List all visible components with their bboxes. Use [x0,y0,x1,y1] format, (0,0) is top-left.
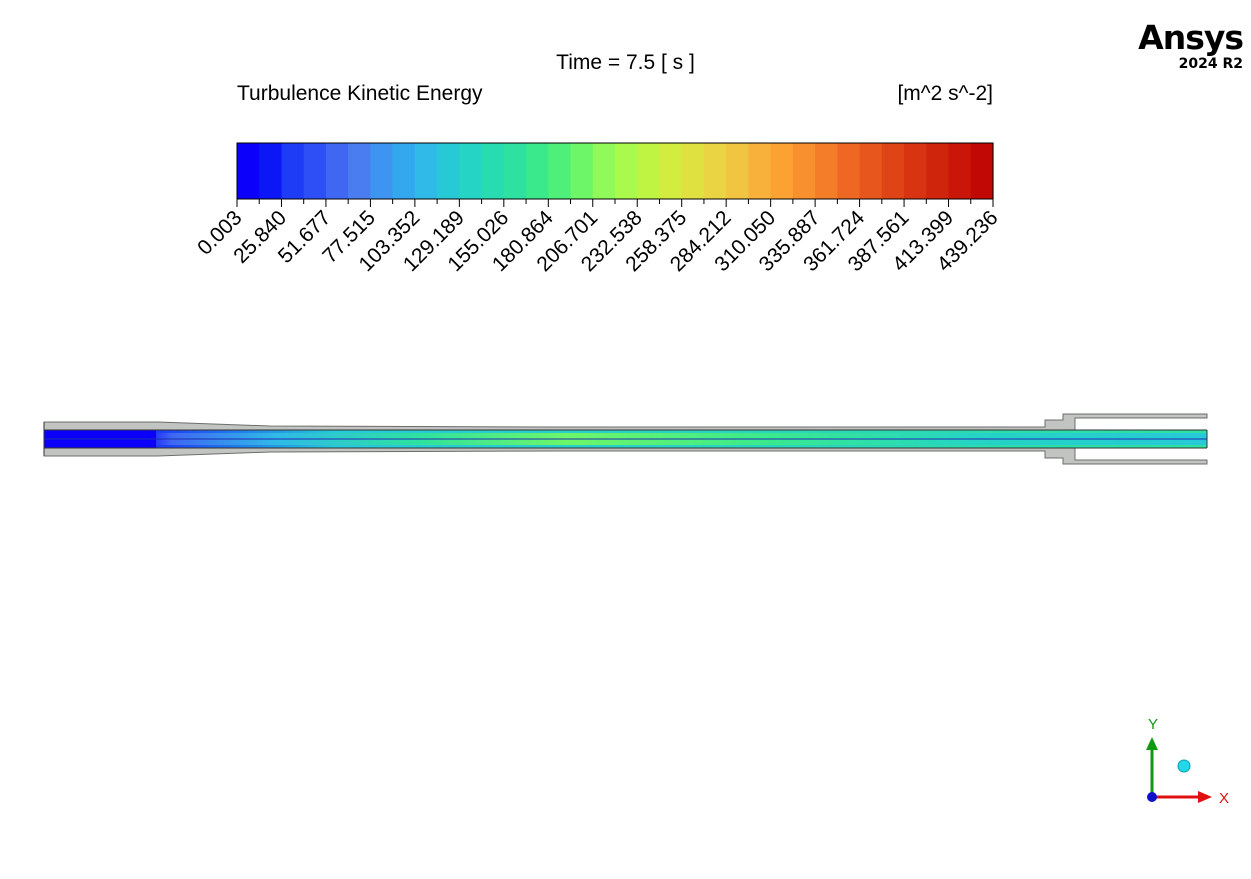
legend-band [503,143,527,199]
legend-band [637,143,661,199]
legend-ticks: 0.00325.84051.67777.515103.352129.189155… [193,199,1003,276]
legend-band [414,143,438,199]
legend-band [837,143,861,199]
legend-band [859,143,883,199]
legend-band [303,143,327,199]
legend-band [325,143,349,199]
legend-band [526,143,549,199]
units-label: [m^2 s^-2] [897,82,993,105]
color-legend: 0.00325.84051.67777.515103.352129.189155… [193,142,1003,276]
legend-band [726,143,750,199]
flow-channel-lower [44,430,1207,448]
legend-band [437,143,460,199]
legend-band [881,143,905,199]
x-axis-label: X [1219,790,1229,807]
legend-band [948,143,972,199]
legend-band [792,143,816,199]
legend-band [770,143,794,199]
pipe-geometry-outer [43,413,1208,465]
legend-band [659,143,683,199]
legend-band [748,143,772,199]
legend-band [970,143,994,199]
y-axis-arrowhead [1146,737,1158,750]
legend-band [615,143,638,199]
legend-band [681,143,705,199]
logo-version: 2024 R2 [1178,56,1243,72]
flow-channel-core [44,433,1207,445]
legend-band [592,143,616,199]
legend-band [237,143,260,199]
legend-band [281,143,305,199]
legend-band [481,143,505,199]
legend-band [548,143,572,199]
legend-band [926,143,950,199]
legend-color-bands [237,143,994,199]
axis-triad: Y X [1146,716,1229,807]
variable-label: Turbulence Kinetic Energy [237,82,483,105]
logo-name: Ansys [1138,18,1244,57]
time-label: Time = 7.5 [ s ] [556,51,695,74]
light-sphere-icon [1177,759,1191,773]
legend-band [348,143,372,199]
legend-band [459,143,483,199]
legend-band [370,143,394,199]
legend-band [703,143,727,199]
legend-band [392,143,416,199]
legend-band [904,143,927,199]
legend-band [570,143,594,199]
legend-band [815,143,838,199]
x-axis-arrowhead [1198,791,1212,803]
z-axis-dot [1147,792,1157,802]
inlet-region [44,430,156,448]
y-axis-label: Y [1148,716,1158,733]
legend-band [259,143,283,199]
ansys-logo: Ansys 2024 R2 [1138,18,1244,73]
